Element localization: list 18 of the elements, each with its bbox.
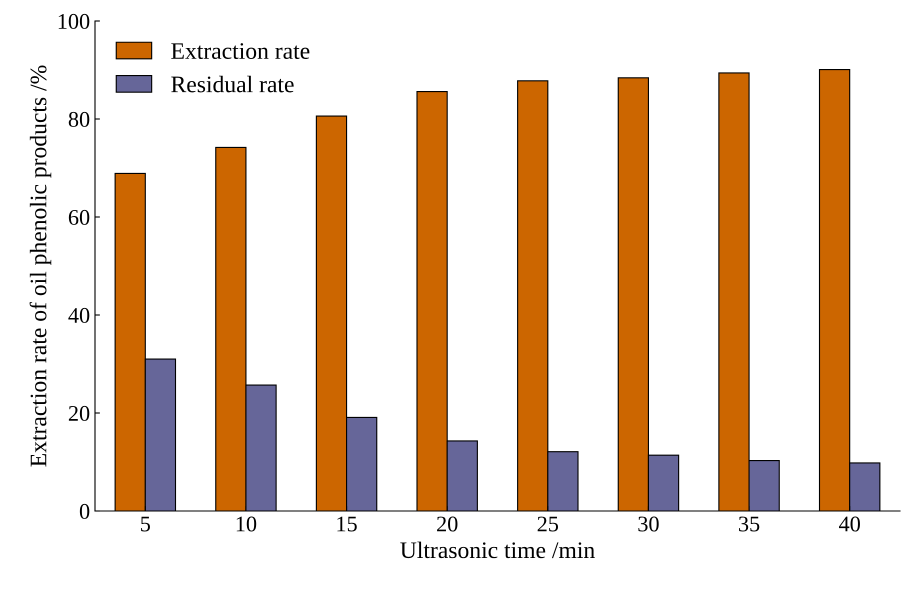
x-tick-label: 35 — [739, 516, 760, 532]
x-tick-label: 15 — [337, 516, 357, 532]
y-tick-label: 100 — [58, 14, 90, 29]
y-tick-label: 0 — [80, 504, 90, 519]
x-tick-label: 25 — [538, 516, 558, 532]
x-tick-label: 10 — [236, 516, 256, 532]
x-tick-label: 30 — [638, 516, 659, 532]
y-axis-title: Extraction rate of oil phenolic products /% — [30, 66, 52, 467]
x-tick-label: 40 — [839, 516, 860, 532]
y-tick-label: 60 — [68, 210, 90, 225]
x-axis-title: Ultrasonic time /min — [400, 542, 595, 558]
legend-label: Extraction rate — [171, 43, 310, 60]
y-tick-label: 20 — [68, 406, 90, 421]
legend-label: Residual rate — [171, 76, 294, 92]
y-tick-label: 40 — [68, 308, 90, 323]
x-tick-label: 5 — [141, 516, 150, 532]
y-tick-label: 80 — [68, 112, 90, 127]
x-tick-label: 20 — [437, 516, 458, 532]
